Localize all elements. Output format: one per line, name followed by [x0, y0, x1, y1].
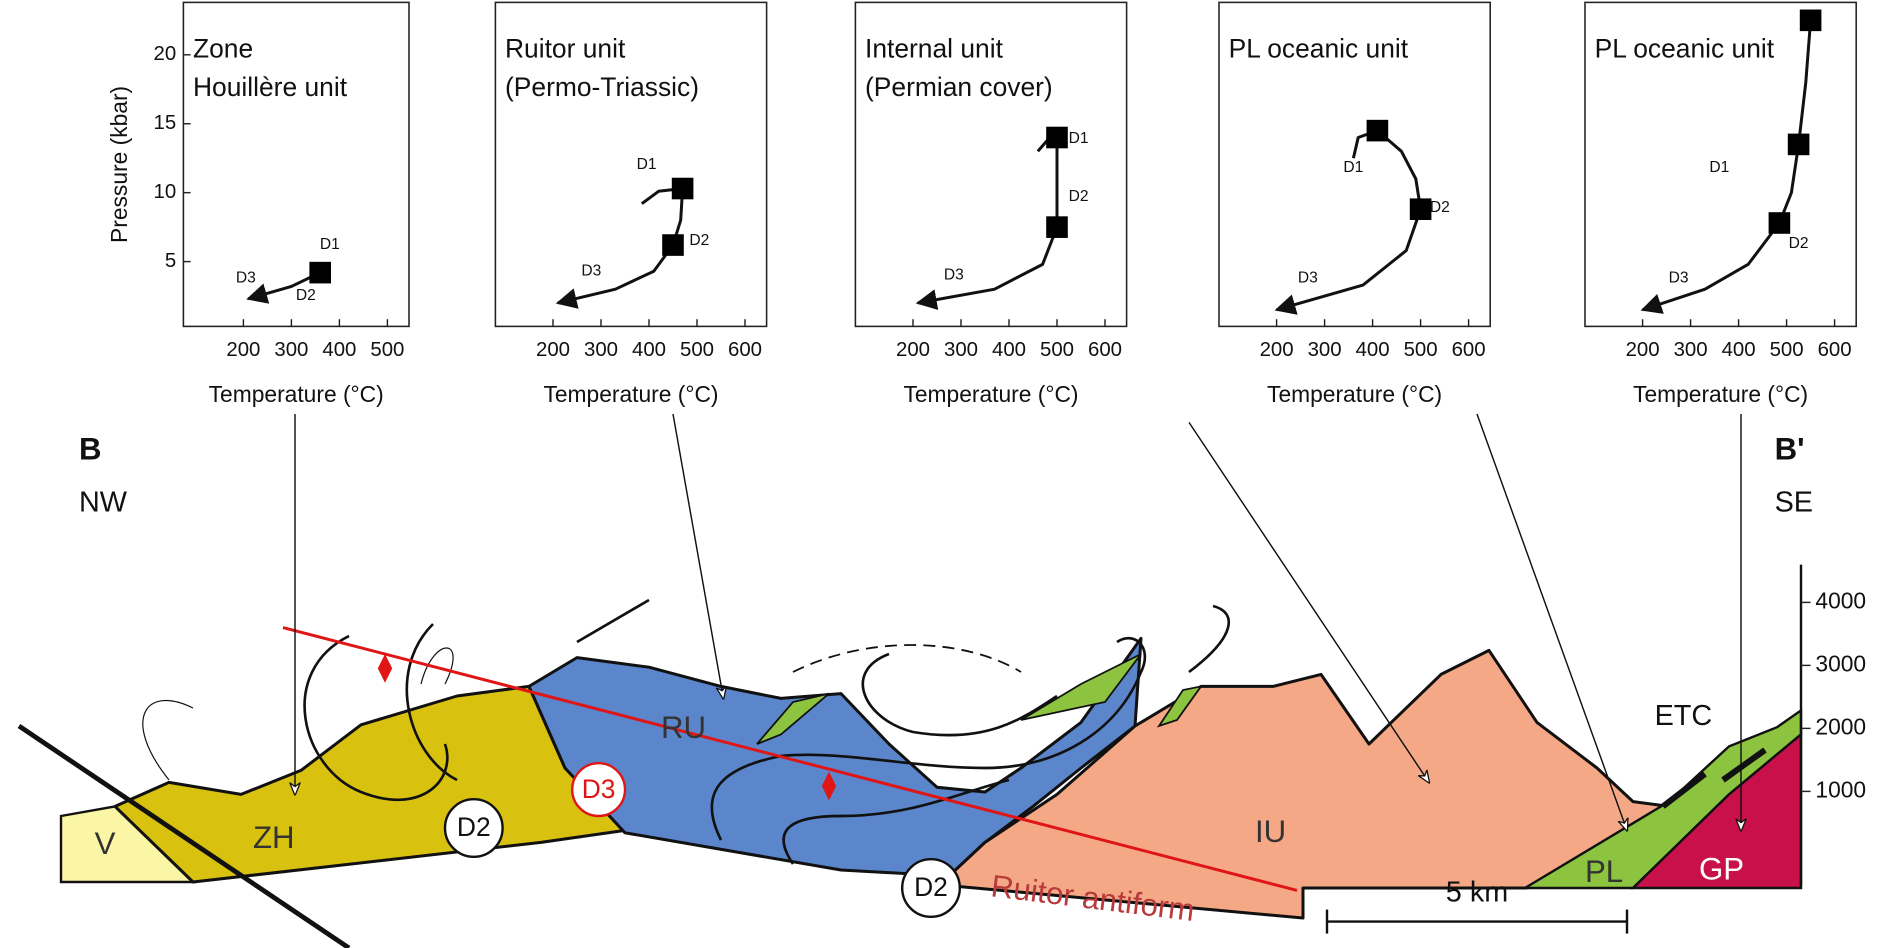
stage-annotation: D3: [1298, 269, 1318, 286]
panel-title: Ruitor unit: [505, 33, 626, 63]
pt-marker: [1046, 127, 1068, 149]
y-tick-label: 15: [154, 112, 177, 134]
eroded-trace: [143, 700, 193, 780]
stage-annotation: D2: [1430, 199, 1450, 216]
x-tick-label: 500: [1404, 339, 1438, 361]
panel-title: Zone: [193, 33, 253, 63]
y-tick-label: 5: [165, 250, 176, 272]
fold-trace: [1189, 606, 1229, 672]
pt-marker: [1800, 10, 1822, 32]
x-tick-label: 600: [1452, 339, 1486, 361]
x-tick-label: 400: [992, 339, 1026, 361]
direction-left: NW: [79, 487, 128, 519]
x-tick-label: 200: [536, 339, 570, 361]
elevation-tick-label: 2000: [1815, 713, 1866, 739]
x-tick-label: 400: [1722, 339, 1756, 361]
pt-marker: [1769, 212, 1791, 234]
pt-marker: [309, 262, 331, 284]
pt-path: [918, 138, 1057, 303]
y-tick-label: 20: [154, 43, 177, 65]
stage-annotation: D1: [1069, 130, 1089, 147]
x-tick-label: 300: [584, 339, 618, 361]
stage-annotation: D3: [1669, 269, 1689, 286]
panel-title: PL oceanic unit: [1229, 33, 1409, 63]
x-tick-label: 500: [680, 339, 714, 361]
stage-annotation: D2: [296, 287, 316, 304]
dashed-trace: [793, 645, 1021, 672]
panel-title: (Permo-Triassic): [505, 72, 699, 102]
pt-marker: [1410, 198, 1432, 220]
cross-section: [19, 414, 1801, 948]
unit-label: GP: [1699, 851, 1744, 886]
stage-annotation: D1: [1343, 159, 1363, 176]
direction-right: SE: [1775, 487, 1813, 519]
pointer: [673, 414, 723, 698]
x-tick-label: 400: [1356, 339, 1390, 361]
axis-symbol: [378, 654, 392, 683]
scale-label: 5 km: [1446, 877, 1508, 909]
x-axis-label: Temperature (°C): [209, 381, 384, 407]
stage-annotation: D3: [944, 267, 964, 284]
fold-trace: [863, 654, 1057, 735]
pt-marker: [1788, 134, 1810, 156]
pt-marker: [672, 178, 694, 200]
x-tick-label: 200: [226, 339, 260, 361]
stage-annotation: D1: [637, 156, 657, 173]
x-tick-label: 400: [322, 339, 356, 361]
x-axis-label: Temperature (°C): [543, 381, 718, 407]
pt-marker: [662, 234, 684, 256]
x-tick-label: 300: [274, 339, 308, 361]
x-tick-label: 600: [728, 339, 762, 361]
section-end-right: B': [1775, 431, 1805, 466]
pt-marker: [1367, 120, 1389, 142]
stage-annotation: D3: [581, 262, 601, 279]
x-tick-label: 600: [1088, 339, 1122, 361]
x-tick-label: 500: [1770, 339, 1804, 361]
x-axis-label: Temperature (°C): [1633, 381, 1808, 407]
y-tick-label: 10: [154, 181, 177, 203]
stage-annotation: D2: [1069, 188, 1089, 205]
stage-annotation: D1: [1709, 159, 1729, 176]
pt-marker: [1046, 216, 1068, 238]
x-tick-label: 400: [632, 339, 666, 361]
panel-title: (Permian cover): [865, 72, 1053, 102]
figure: B NW B' SE V ZH RU IU PL GP ETC D3 D2 D2…: [0, 0, 1886, 948]
section-end-left: B: [79, 431, 102, 466]
unit-label: ZH: [253, 820, 295, 855]
x-tick-label: 200: [1260, 339, 1294, 361]
x-tick-label: 200: [1626, 339, 1660, 361]
y-axis-label: Pressure (kbar): [106, 86, 132, 243]
elevation-tick-label: 3000: [1815, 650, 1866, 676]
unit-label: ETC: [1655, 700, 1713, 732]
x-tick-label: 500: [370, 339, 404, 361]
x-tick-label: 300: [944, 339, 978, 361]
stage-annotation: D2: [1789, 235, 1809, 252]
stage-annotation: D2: [689, 232, 709, 249]
x-tick-label: 300: [1674, 339, 1708, 361]
x-axis-label: Temperature (°C): [903, 381, 1078, 407]
unit-label: IU: [1255, 814, 1286, 849]
unit-label: RU: [661, 710, 706, 745]
x-tick-label: 300: [1308, 339, 1342, 361]
x-tick-label: 200: [896, 339, 930, 361]
x-tick-label: 500: [1040, 339, 1074, 361]
unit-label: PL: [1585, 854, 1623, 889]
unit-label: V: [95, 826, 116, 861]
stage-label: D3: [582, 774, 616, 804]
elevation-tick-label: 1000: [1815, 776, 1866, 802]
fold-trace: [577, 600, 649, 642]
x-axis-label: Temperature (°C): [1267, 381, 1442, 407]
elevation-tick-label: 4000: [1815, 587, 1866, 613]
panel-title: Houillère unit: [193, 72, 348, 102]
x-tick-label: 600: [1818, 339, 1852, 361]
panel-title: PL oceanic unit: [1595, 33, 1775, 63]
stage-annotation: D1: [320, 236, 340, 253]
stage-annotation: D3: [236, 269, 256, 286]
stage-label: D2: [914, 872, 948, 902]
stage-label: D2: [457, 812, 491, 842]
panel-title: Internal unit: [865, 33, 1004, 63]
